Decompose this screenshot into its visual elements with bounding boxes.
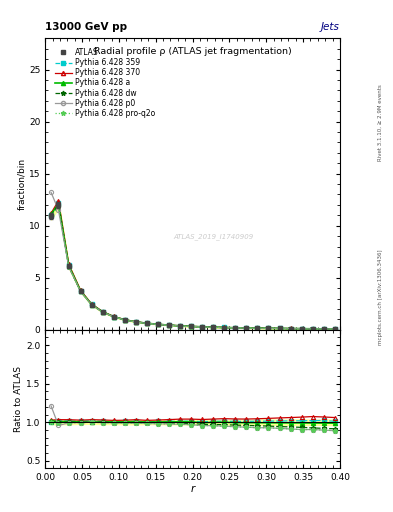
Text: Radial profile ρ (ATLAS jet fragmentation): Radial profile ρ (ATLAS jet fragmentatio… xyxy=(94,47,292,56)
Text: 13000 GeV pp: 13000 GeV pp xyxy=(45,22,127,32)
Text: Jets: Jets xyxy=(321,22,340,32)
Text: mcplots.cern.ch [arXiv:1306.3436]: mcplots.cern.ch [arXiv:1306.3436] xyxy=(378,249,383,345)
Y-axis label: Ratio to ATLAS: Ratio to ATLAS xyxy=(14,366,23,432)
Legend: ATLAS, Pythia 6.428 359, Pythia 6.428 370, Pythia 6.428 a, Pythia 6.428 dw, Pyth: ATLAS, Pythia 6.428 359, Pythia 6.428 37… xyxy=(53,46,157,120)
Text: ATLAS_2019_I1740909: ATLAS_2019_I1740909 xyxy=(173,233,253,240)
X-axis label: r: r xyxy=(191,484,195,494)
Text: Rivet 3.1.10, ≥ 2.9M events: Rivet 3.1.10, ≥ 2.9M events xyxy=(378,84,383,161)
Y-axis label: fraction/bin: fraction/bin xyxy=(17,158,26,210)
